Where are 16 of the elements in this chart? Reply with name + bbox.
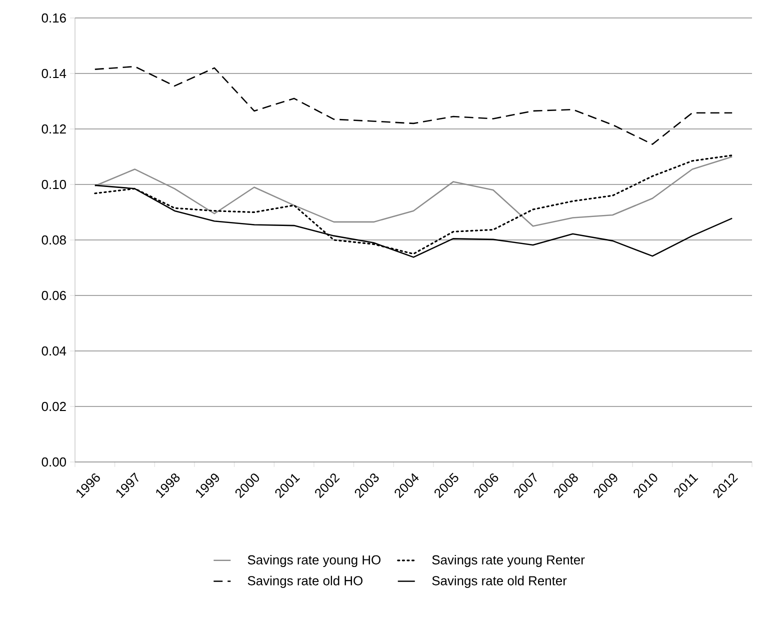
line-series — [94, 154, 733, 255]
line-series — [94, 156, 733, 227]
legend-label: Savings rate old HO — [248, 576, 362, 588]
line-series — [94, 66, 733, 145]
y-tick-label: 0.06 — [42, 290, 66, 300]
y-tick-label: 0.12 — [42, 124, 66, 134]
y-tick-label: 0.04 — [42, 346, 66, 356]
legend-label: Savings rate young Renter — [432, 554, 585, 568]
y-tick-label: 0.14 — [42, 68, 66, 78]
legend-label: Savings rate young HO — [248, 554, 380, 568]
y-tick-label: 0.02 — [42, 402, 66, 412]
y-tick-label: 0.08 — [42, 235, 66, 245]
y-tick-label: 0.00 — [42, 457, 66, 467]
y-tick-label: 0.16 — [42, 13, 66, 23]
y-tick-label: 0.10 — [42, 180, 66, 190]
legend-label: Savings rate old Renter — [432, 576, 567, 588]
